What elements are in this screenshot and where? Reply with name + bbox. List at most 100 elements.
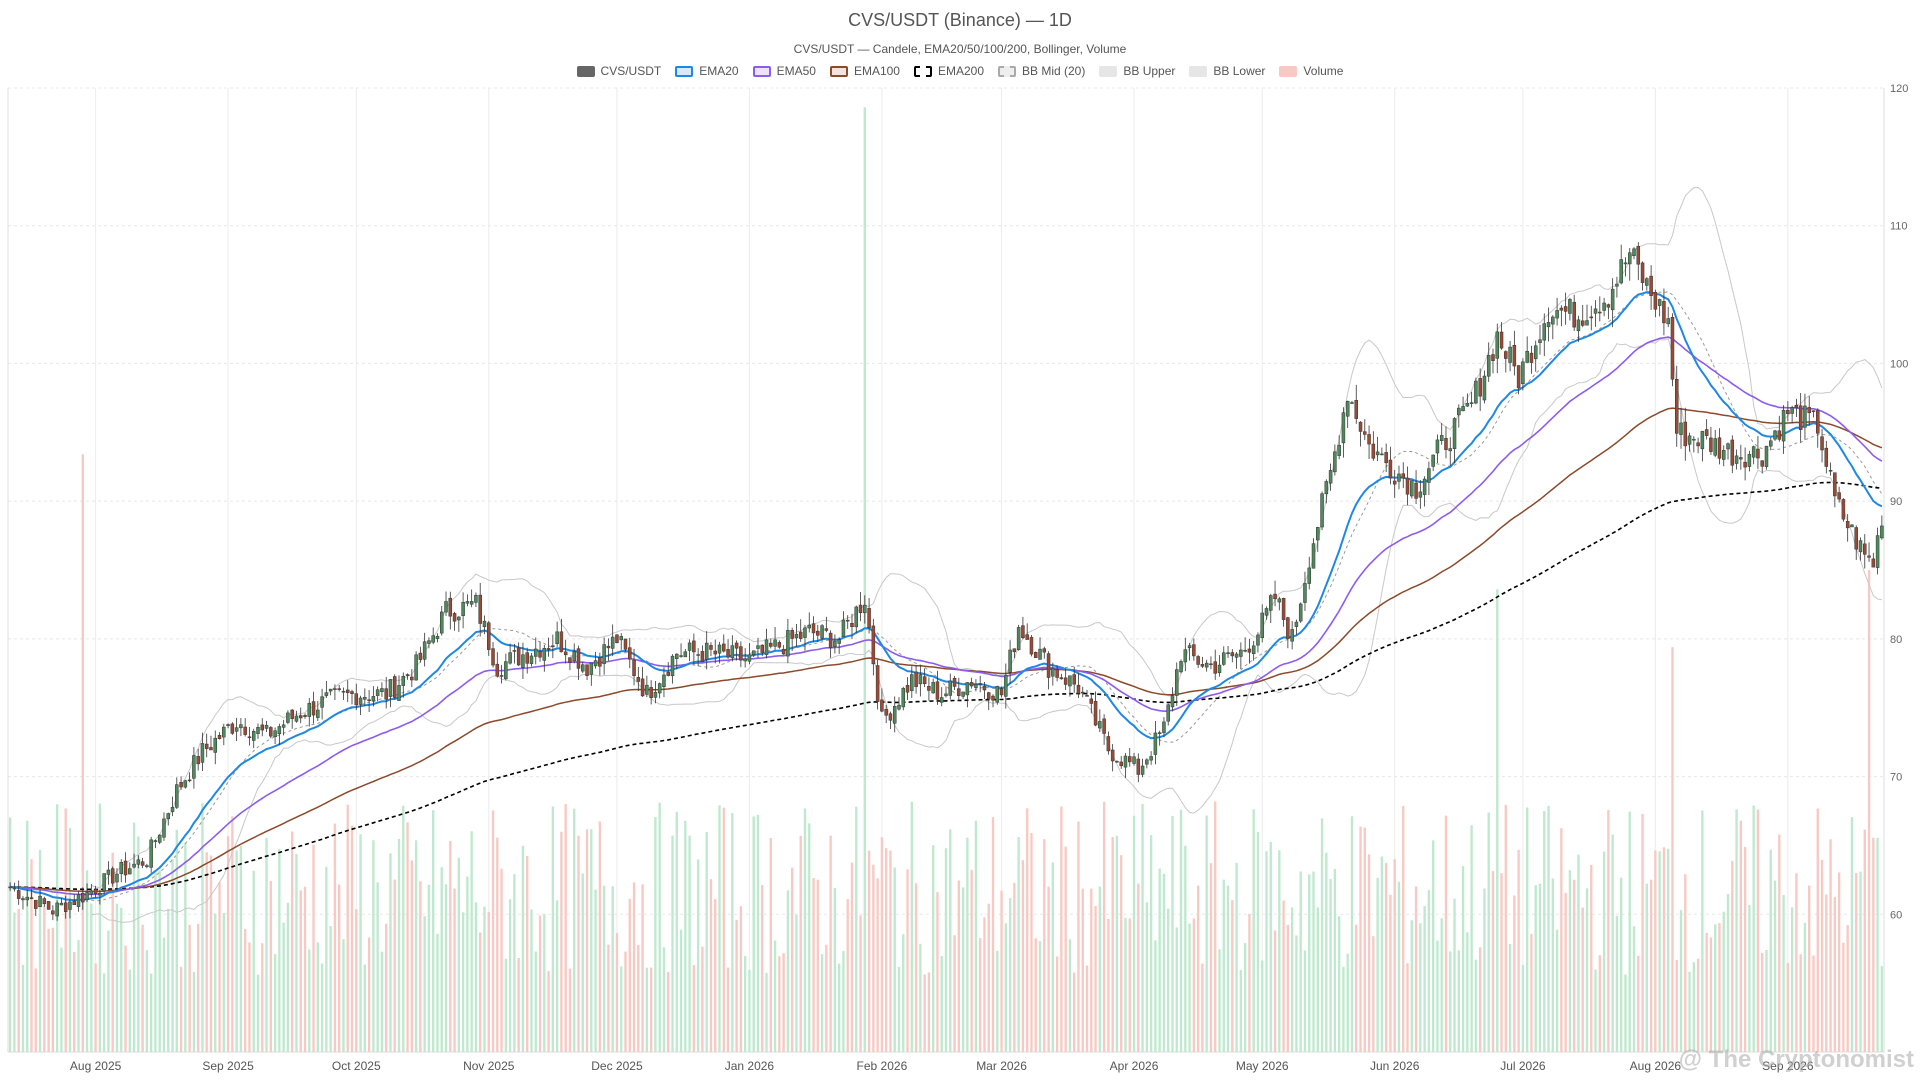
candle-body <box>320 696 324 708</box>
volume-bar <box>107 930 110 1052</box>
legend-item[interactable]: EMA50 <box>752 64 816 78</box>
candle-body <box>157 834 162 843</box>
candle <box>1175 662 1179 706</box>
candle-body <box>1354 400 1358 419</box>
candle <box>961 691 965 699</box>
candle-body <box>1333 451 1337 473</box>
legend-item[interactable]: EMA100 <box>829 64 900 78</box>
legend-item[interactable]: CVS/USDT <box>576 64 661 78</box>
volume-bar <box>1218 949 1221 1052</box>
candle <box>414 651 418 681</box>
volume-bar <box>312 844 315 1052</box>
volume-bar <box>333 823 337 1052</box>
candle-body <box>555 631 559 644</box>
candle <box>1751 445 1756 465</box>
volume-bar <box>397 838 401 1052</box>
candle <box>901 686 906 711</box>
candle <box>743 648 747 668</box>
candle <box>1051 662 1055 686</box>
y-tick-label: 80 <box>1890 634 1902 646</box>
candle <box>1529 345 1534 374</box>
volume-bar <box>855 806 858 1052</box>
volume-bar <box>1478 947 1482 1052</box>
volume-bar <box>1090 888 1093 1052</box>
candle <box>675 653 679 670</box>
candle-body <box>1063 677 1068 685</box>
candle-body <box>1863 543 1867 555</box>
volume-bar <box>641 884 644 1052</box>
candle <box>982 681 987 700</box>
volume-bar <box>1124 917 1127 1052</box>
candle <box>948 673 953 700</box>
volume-bar <box>1820 859 1824 1052</box>
volume-bar <box>1171 815 1174 1052</box>
volume-bar <box>521 845 525 1052</box>
candle <box>345 680 350 702</box>
candle-body <box>803 627 807 638</box>
candle <box>581 661 585 674</box>
volume-bar <box>1543 811 1546 1052</box>
candle-body <box>1439 435 1444 441</box>
legend-item[interactable]: BB Mid (20) <box>998 64 1085 78</box>
candle <box>1371 431 1376 461</box>
candle-body <box>175 784 179 808</box>
candle <box>944 686 948 698</box>
candle <box>72 894 76 905</box>
candle-body <box>85 892 89 900</box>
volume-bar <box>897 966 901 1052</box>
candle <box>1209 656 1213 670</box>
candle-body <box>1495 331 1500 359</box>
candle <box>717 641 722 664</box>
volume-bar <box>551 806 555 1052</box>
candle <box>995 685 1000 705</box>
legend-item[interactable]: EMA200 <box>913 64 984 78</box>
candle <box>1410 480 1414 499</box>
candle-body <box>1243 649 1247 652</box>
candle <box>1196 654 1200 669</box>
legend-item[interactable]: BB Lower <box>1189 64 1265 78</box>
legend-item[interactable]: Volume <box>1279 64 1343 78</box>
candle-body <box>978 683 982 685</box>
candle-body <box>435 635 440 640</box>
volume-bar <box>1043 839 1046 1052</box>
candle-body <box>833 640 837 647</box>
candle <box>1140 758 1145 778</box>
candle <box>692 633 696 665</box>
volume-bar <box>739 906 743 1052</box>
volume-bar <box>850 862 854 1052</box>
volume-bar <box>500 868 503 1052</box>
candle <box>81 887 85 910</box>
volume-bar <box>13 912 16 1052</box>
candle-body <box>1264 608 1269 616</box>
candle <box>175 777 179 810</box>
candle <box>29 889 34 900</box>
legend-item[interactable]: EMA20 <box>675 64 739 78</box>
candle <box>1115 760 1119 763</box>
candle-body <box>16 890 21 899</box>
candle-body <box>1418 491 1423 498</box>
candle-body <box>136 859 141 865</box>
volume-bar <box>816 879 819 1052</box>
candle <box>1559 305 1564 327</box>
volume-bar <box>1337 916 1341 1052</box>
candle <box>1435 434 1440 464</box>
candle <box>1123 752 1128 778</box>
volume-bar <box>154 870 157 1052</box>
x-tick-label: Mar 2026 <box>976 1059 1027 1073</box>
legend-swatch <box>1279 65 1298 77</box>
candle-body <box>1200 664 1205 667</box>
candle <box>234 717 239 742</box>
candle <box>251 728 256 748</box>
volume-bar <box>765 972 768 1052</box>
volume-layer <box>8 107 1884 1052</box>
legend-item[interactable]: BB Upper <box>1099 64 1175 78</box>
volume-bar <box>1239 970 1243 1052</box>
candle <box>1610 278 1615 328</box>
candle <box>149 836 153 873</box>
candle-body <box>687 642 692 651</box>
candle <box>756 637 760 658</box>
candle <box>1619 244 1623 285</box>
candle-body <box>1533 345 1538 360</box>
candle-body <box>696 654 700 656</box>
x-tick-label: Jul 2026 <box>1500 1059 1546 1073</box>
